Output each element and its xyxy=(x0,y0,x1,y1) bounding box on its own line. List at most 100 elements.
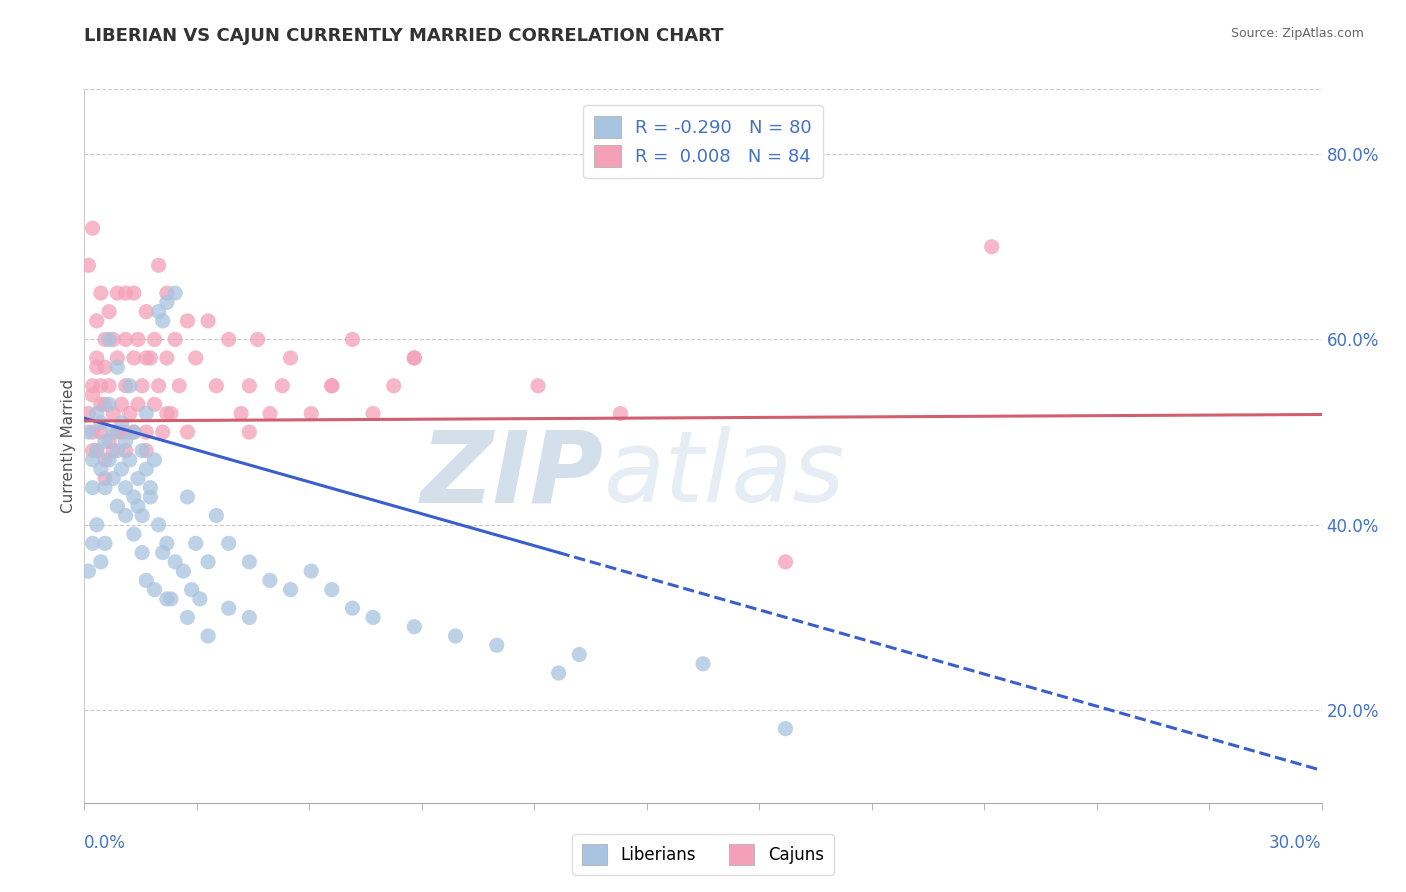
Point xyxy=(77,564,100,578)
Point xyxy=(114,443,136,458)
Point xyxy=(135,351,157,365)
Point xyxy=(110,462,132,476)
Point xyxy=(160,407,183,421)
Point xyxy=(105,425,128,439)
Point xyxy=(176,610,198,624)
Point xyxy=(980,240,1002,254)
Point xyxy=(692,657,714,671)
Point xyxy=(299,407,322,421)
Point xyxy=(139,490,162,504)
Point xyxy=(176,425,198,439)
Point xyxy=(188,591,211,606)
Point xyxy=(98,453,121,467)
Point xyxy=(86,407,108,421)
Text: 30.0%: 30.0% xyxy=(1270,834,1322,852)
Point xyxy=(77,425,100,439)
Point xyxy=(176,314,198,328)
Point xyxy=(105,443,128,458)
Point xyxy=(184,536,207,550)
Point xyxy=(118,407,141,421)
Point xyxy=(197,555,219,569)
Point xyxy=(404,351,426,365)
Point xyxy=(110,425,132,439)
Point xyxy=(114,378,136,392)
Point xyxy=(94,360,117,375)
Legend: Liberians, Cajuns: Liberians, Cajuns xyxy=(572,834,834,875)
Point xyxy=(156,591,179,606)
Point xyxy=(94,471,117,485)
Point xyxy=(156,407,179,421)
Point xyxy=(90,555,112,569)
Point xyxy=(94,333,117,347)
Point xyxy=(143,453,166,467)
Point xyxy=(135,425,157,439)
Point xyxy=(86,443,108,458)
Point xyxy=(86,517,108,532)
Y-axis label: Currently Married: Currently Married xyxy=(60,379,76,513)
Point xyxy=(114,434,136,449)
Point xyxy=(139,351,162,365)
Point xyxy=(77,258,100,272)
Point xyxy=(568,648,591,662)
Point xyxy=(152,425,174,439)
Point xyxy=(271,378,294,392)
Point xyxy=(82,481,104,495)
Point xyxy=(184,351,207,365)
Point xyxy=(238,555,260,569)
Text: Source: ZipAtlas.com: Source: ZipAtlas.com xyxy=(1230,27,1364,40)
Point xyxy=(205,378,228,392)
Point xyxy=(127,500,149,514)
Point xyxy=(280,351,302,365)
Point xyxy=(90,462,112,476)
Point xyxy=(148,258,170,272)
Point xyxy=(77,407,100,421)
Point xyxy=(82,425,104,439)
Point xyxy=(404,351,426,365)
Point xyxy=(165,286,187,301)
Point xyxy=(114,508,136,523)
Point xyxy=(131,508,153,523)
Point xyxy=(259,574,281,588)
Point xyxy=(122,527,145,541)
Point xyxy=(86,351,108,365)
Point xyxy=(94,397,117,411)
Point xyxy=(110,416,132,430)
Point xyxy=(176,490,198,504)
Point xyxy=(180,582,202,597)
Point xyxy=(90,397,112,411)
Point xyxy=(280,582,302,597)
Point xyxy=(238,610,260,624)
Point xyxy=(114,286,136,301)
Point xyxy=(86,360,108,375)
Point xyxy=(122,286,145,301)
Point xyxy=(238,425,260,439)
Point xyxy=(218,601,240,615)
Point xyxy=(82,221,104,235)
Point xyxy=(135,407,157,421)
Point xyxy=(82,378,104,392)
Point xyxy=(110,397,132,411)
Point xyxy=(143,397,166,411)
Point xyxy=(156,295,179,310)
Point xyxy=(82,453,104,467)
Point xyxy=(114,481,136,495)
Point xyxy=(229,407,252,421)
Point xyxy=(118,378,141,392)
Point xyxy=(118,453,141,467)
Point xyxy=(86,443,108,458)
Point xyxy=(609,407,631,421)
Point xyxy=(94,481,117,495)
Point xyxy=(90,416,112,430)
Point xyxy=(98,434,121,449)
Point xyxy=(197,314,219,328)
Point xyxy=(361,610,384,624)
Point xyxy=(165,333,187,347)
Point xyxy=(238,378,260,392)
Point xyxy=(148,304,170,318)
Point xyxy=(156,351,179,365)
Point xyxy=(103,443,125,458)
Point xyxy=(342,601,364,615)
Point xyxy=(246,333,269,347)
Point xyxy=(160,591,183,606)
Point xyxy=(98,397,121,411)
